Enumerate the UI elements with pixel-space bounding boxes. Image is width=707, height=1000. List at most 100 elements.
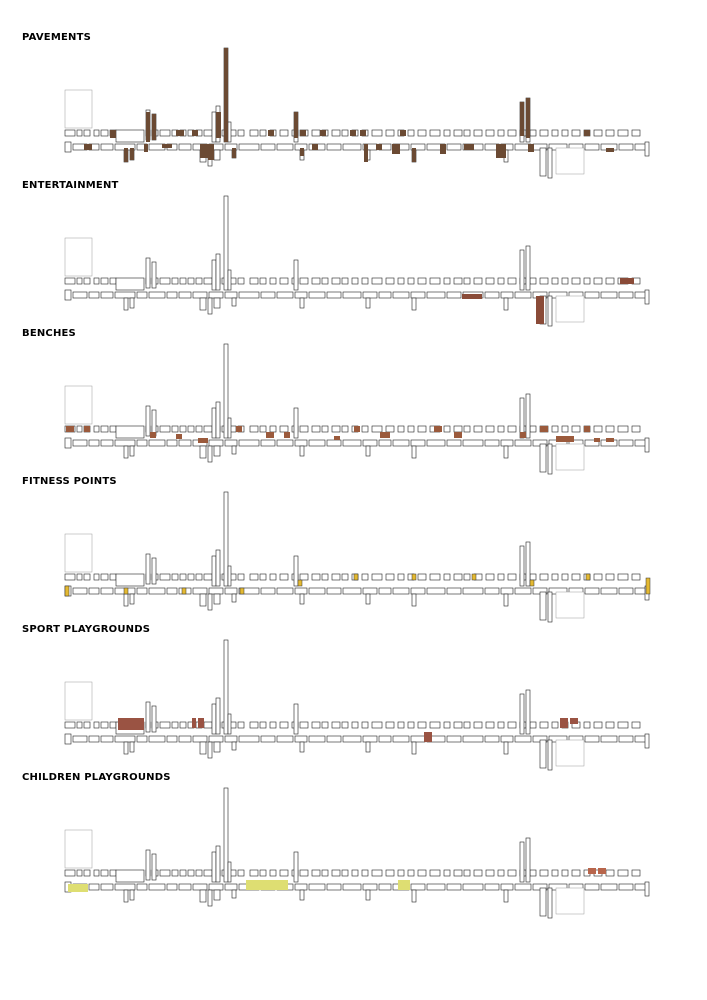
plan-block xyxy=(497,277,505,285)
plan-block xyxy=(525,689,531,735)
plan-block xyxy=(231,445,237,455)
plan-block xyxy=(484,735,500,743)
plan-block xyxy=(600,291,618,299)
plan-block xyxy=(326,439,342,447)
plan-block xyxy=(311,869,321,877)
plan-block xyxy=(136,291,148,299)
pavement-mark xyxy=(208,148,214,160)
plan-block xyxy=(417,721,427,729)
plan-block xyxy=(83,869,91,877)
site-plan-entertainment xyxy=(64,195,650,327)
plan-block xyxy=(500,587,514,595)
plan-block xyxy=(211,111,217,143)
fitness-mark xyxy=(471,573,477,581)
fitness-mark xyxy=(585,573,591,581)
plan-block xyxy=(93,721,100,729)
plan-block xyxy=(507,869,517,877)
plan-block xyxy=(397,573,405,581)
pavement-mark xyxy=(606,148,614,152)
plan-block xyxy=(203,869,213,877)
plan-block xyxy=(123,889,129,903)
plan-block xyxy=(584,143,600,151)
fitness-mark xyxy=(353,573,359,581)
plan-block xyxy=(484,587,500,595)
fitness-mark xyxy=(297,579,303,587)
plan-block xyxy=(269,573,277,581)
plan-block xyxy=(195,425,203,433)
plan-block xyxy=(571,129,581,137)
plan-block xyxy=(385,425,395,433)
plan-block xyxy=(129,593,135,605)
plan-block xyxy=(224,883,238,891)
plan-block xyxy=(294,735,308,743)
plan-block xyxy=(148,439,166,447)
plan-block xyxy=(64,573,76,581)
panel-title: CHILDREN PLAYGROUNDS xyxy=(22,772,171,783)
plan-block xyxy=(342,883,362,891)
plan-block xyxy=(407,277,415,285)
plan-block xyxy=(514,883,532,891)
plan-block xyxy=(148,291,166,299)
pavement-mark xyxy=(400,130,406,136)
pavement-mark xyxy=(192,130,198,136)
children-mark xyxy=(246,880,288,890)
plan-block xyxy=(237,721,245,729)
pavement-mark xyxy=(232,148,236,158)
plan-block xyxy=(551,721,559,729)
plan-block xyxy=(342,439,362,447)
plan-block xyxy=(299,277,309,285)
plan-block xyxy=(365,741,371,753)
plan-block xyxy=(462,439,484,447)
plan-block xyxy=(227,269,232,291)
plan-block xyxy=(311,573,321,581)
plan-block xyxy=(293,407,299,439)
plan-block xyxy=(555,443,585,471)
plan-block xyxy=(631,425,641,433)
plan-block xyxy=(299,869,309,877)
plan-block xyxy=(443,277,451,285)
plan-block xyxy=(100,587,114,595)
plan-block xyxy=(361,721,369,729)
plan-block xyxy=(293,851,299,883)
plan-block xyxy=(215,549,221,587)
plan-block xyxy=(224,587,238,595)
plan-block xyxy=(93,277,100,285)
plan-block xyxy=(88,587,100,595)
bench-mark xyxy=(556,436,574,442)
plan-block xyxy=(308,735,326,743)
plan-block xyxy=(529,573,537,581)
plan-block xyxy=(561,277,569,285)
plan-block xyxy=(299,889,305,901)
fitness-mark xyxy=(123,587,129,595)
plan-block xyxy=(171,425,179,433)
plan-block xyxy=(100,721,109,729)
plan-block xyxy=(293,703,299,735)
plan-block xyxy=(215,253,221,291)
highlight-sport xyxy=(118,718,578,742)
plan-block xyxy=(259,425,267,433)
plan-block xyxy=(145,701,151,733)
plan-block xyxy=(385,277,395,285)
plan-block xyxy=(259,129,267,137)
plan-block xyxy=(362,587,378,595)
plan-block xyxy=(385,869,395,877)
plan-block xyxy=(362,735,378,743)
plan-block xyxy=(503,445,509,459)
plan-block xyxy=(178,735,192,743)
plan-block xyxy=(308,587,326,595)
plan-block xyxy=(195,277,203,285)
plan-block xyxy=(224,143,238,151)
plan-block xyxy=(473,869,483,877)
plan-block xyxy=(294,439,308,447)
entertainment-mark xyxy=(462,294,482,299)
plan-block xyxy=(88,735,100,743)
plan-block xyxy=(561,129,569,137)
plan-block xyxy=(429,573,441,581)
plan-block xyxy=(83,573,91,581)
bench-mark xyxy=(66,426,74,432)
plan-block xyxy=(199,741,207,755)
highlight-pavement xyxy=(84,48,614,162)
pavement-mark xyxy=(392,144,400,154)
plan-block xyxy=(392,439,410,447)
plan-block xyxy=(308,883,326,891)
